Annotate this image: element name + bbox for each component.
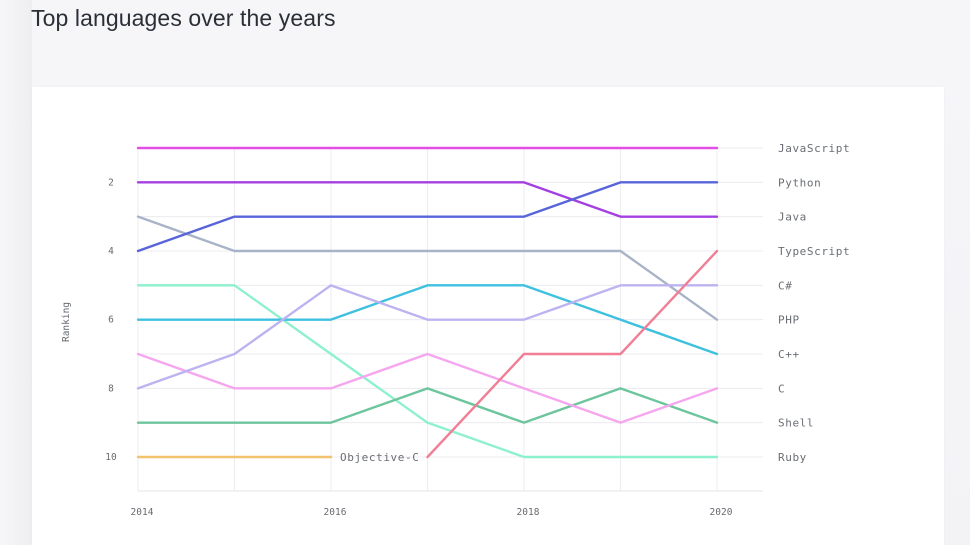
end-label: JavaScript bbox=[778, 142, 850, 155]
series-line-ruby[interactable] bbox=[136, 284, 719, 459]
x-tick-label: 2014 bbox=[131, 507, 154, 518]
end-labels: JavaScript Python Java TypeScript C# PHP C++ C S… bbox=[340, 142, 850, 464]
series-line-c-[interactable] bbox=[136, 284, 719, 356]
end-label: Python bbox=[778, 176, 821, 189]
series-line-c-[interactable] bbox=[136, 284, 719, 390]
end-label: C# bbox=[778, 279, 792, 292]
y-tick-label: 2 bbox=[108, 177, 114, 188]
end-label: C++ bbox=[778, 348, 800, 361]
annotation-label: Objective-C bbox=[340, 451, 419, 464]
x-axis: 2014 2016 2018 2020 bbox=[131, 507, 733, 518]
end-label: C bbox=[778, 382, 785, 395]
y-axis-label: Ranking bbox=[61, 302, 72, 342]
page-title: Top languages over the years bbox=[31, 5, 336, 31]
series-line-php[interactable] bbox=[136, 215, 719, 321]
bump-chart: 2 4 6 8 10 2014 2016 2018 2020 JavaScript Python… bbox=[61, 142, 850, 518]
series-line-python[interactable] bbox=[136, 181, 719, 253]
series-line-shell[interactable] bbox=[136, 387, 719, 424]
series-line-typescript[interactable] bbox=[426, 249, 719, 459]
x-tick-label: 2018 bbox=[517, 507, 540, 518]
series-line-c[interactable] bbox=[136, 352, 719, 424]
y-tick-label: 10 bbox=[105, 452, 117, 463]
series-line-java[interactable] bbox=[136, 181, 719, 218]
end-label: Shell bbox=[778, 417, 814, 430]
y-axis: 2 4 6 8 10 bbox=[105, 177, 117, 463]
y-tick-label: 4 bbox=[108, 246, 114, 257]
chart-series bbox=[136, 146, 719, 459]
y-tick-label: 8 bbox=[108, 383, 114, 394]
left-sidebar-strip bbox=[0, 0, 32, 545]
end-label: TypeScript bbox=[778, 245, 850, 258]
y-tick-label: 6 bbox=[108, 315, 114, 326]
end-label: PHP bbox=[778, 314, 800, 327]
x-tick-label: 2016 bbox=[324, 507, 347, 518]
x-tick-label: 2020 bbox=[710, 507, 733, 518]
end-label: Ruby bbox=[778, 451, 807, 464]
end-label: Java bbox=[778, 211, 807, 224]
chart-card: 2 4 6 8 10 2014 2016 2018 2020 JavaScript Python… bbox=[32, 87, 944, 545]
